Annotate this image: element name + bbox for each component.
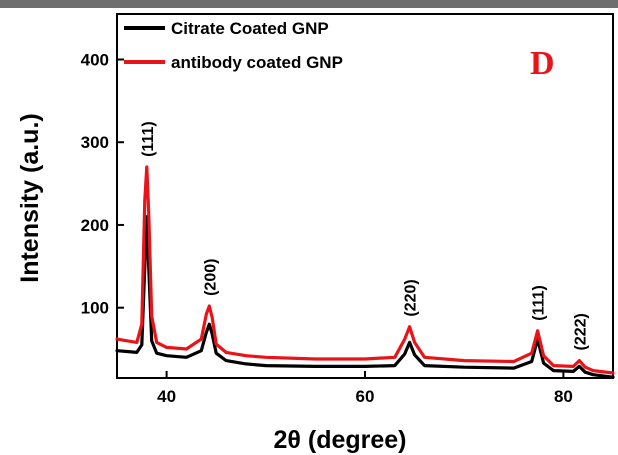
legend-label-citrate: Citrate Coated GNP [171, 19, 329, 38]
panel-letter: D [530, 45, 555, 82]
y-tick-label: 400 [81, 51, 109, 70]
legend-label-antibody: antibody coated GNP [171, 53, 343, 72]
x-axis: 40 60 80 [157, 371, 573, 406]
x-tick-label: 60 [356, 387, 375, 406]
series-line-1 [115, 165, 615, 375]
legend: Citrate Coated GNP antibody coated GNP [124, 19, 343, 72]
y-tick-label: 300 [81, 133, 109, 152]
image-strip [0, 0, 618, 8]
y-axis-title: Intensity (a.u.) [16, 113, 44, 282]
series-layer [115, 165, 615, 379]
y-tick-label: 200 [81, 216, 109, 235]
y-axis: 100 200 300 400 [81, 51, 124, 318]
x-tick-label: 40 [157, 387, 176, 406]
peak-labels: (111) (200) (220) (111) (222) [140, 121, 589, 350]
x-tick-label: 80 [554, 387, 573, 406]
y-tick-label: 100 [81, 299, 109, 318]
x-axis-title: 2θ (degree) [274, 426, 407, 454]
peak-label: (111) [140, 121, 157, 157]
peak-label: (111) [531, 285, 548, 321]
peak-label: (200) [202, 259, 219, 296]
peak-label: (222) [572, 313, 589, 350]
peak-label: (220) [403, 279, 420, 316]
